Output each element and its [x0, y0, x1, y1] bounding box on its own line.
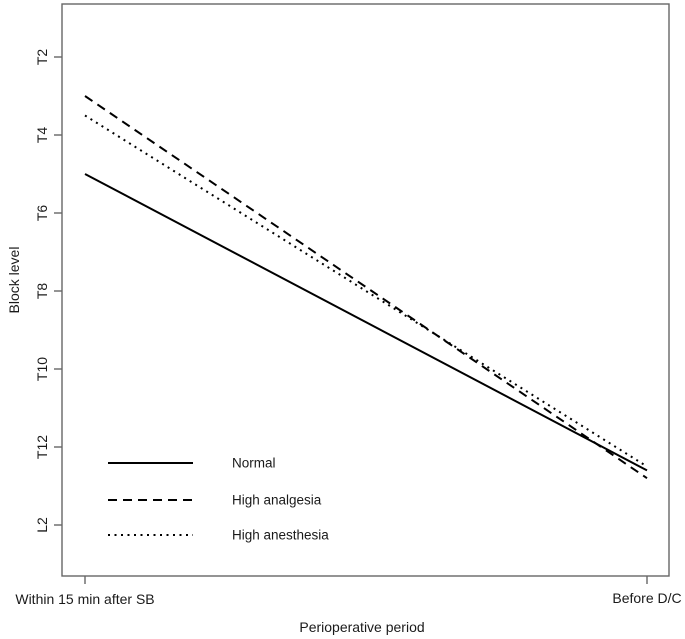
plot-box [61, 3, 670, 577]
series-line-high-anesthesia [84, 114, 648, 468]
series-line-high-analgesia [84, 95, 648, 480]
x-axis-title: Perioperative period [299, 619, 425, 635]
x-tick-label-within-15-min: Within 15 min after SB [15, 591, 155, 607]
legend-label-high-anesthesia: High anesthesia [232, 527, 329, 543]
y-tick-label-t10: T10 [34, 356, 50, 382]
y-tick-label-l2: L2 [34, 517, 50, 533]
y-axis-title: Block level [6, 246, 22, 314]
y-tick-label-t2: T2 [34, 48, 50, 66]
y-tick-label-t6: T6 [34, 204, 50, 222]
y-tick-label-t4: T4 [34, 126, 50, 144]
y-tick-label-t8: T8 [34, 282, 50, 300]
y-tick-label-t12: T12 [34, 434, 50, 460]
x-tick-label-before-dc: Before D/C [612, 590, 682, 606]
legend-label-normal: Normal [232, 455, 276, 471]
series-line-normal [84, 173, 648, 472]
legend-label-high-analgesia: High analgesia [232, 492, 322, 508]
